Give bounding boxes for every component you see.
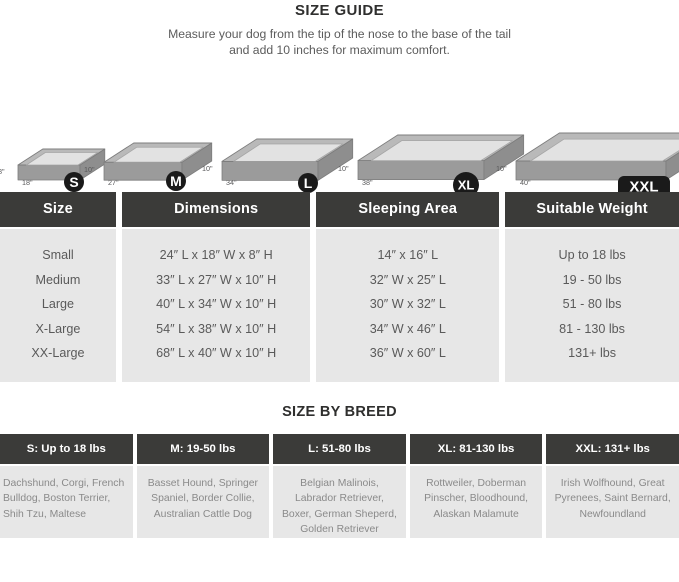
- svg-text:M: M: [170, 173, 182, 189]
- column-header-suitable-weight: Suitable Weight: [505, 192, 679, 227]
- table-cell-size: X-Large: [35, 321, 81, 336]
- subtitle-line-1: Measure your dog from the tip of the nos…: [168, 27, 511, 41]
- table-cell-dimensions: 40″ L x 34″ W x 10″ H: [156, 297, 277, 311]
- breed-column-header-0: S: Up to 18 lbs: [0, 433, 133, 464]
- bed-width-label-m: 27": [108, 178, 119, 187]
- bed-width-label-l: 34": [226, 178, 237, 187]
- breed-column-list-0: Dachshund, Corgi, French Bulldog, Boston…: [0, 465, 133, 538]
- breed-column-list-2: Belgian Malinois, Labrador Retriever, Bo…: [273, 465, 406, 538]
- bed-height-label-m: 10": [84, 164, 95, 174]
- table-cell-dimensions: 24″ L x 18″ W x 8″ H: [159, 248, 273, 262]
- table-cell-sleeping_area: 30″ W x 32″ L: [369, 297, 446, 311]
- svg-text:XL: XL: [458, 178, 475, 193]
- dimensions-column: 24″ L x 18″ W x 8″ H 33″ L x 27″ W x 10″ …: [121, 229, 311, 382]
- bed-illustration-l: L: [221, 138, 357, 193]
- page-title: SIZE GUIDE: [294, 2, 384, 19]
- size-table-body: Small Medium Large X-Large XX-Large 24″ L x …: [0, 229, 679, 382]
- bed-illustration-s: S: [17, 148, 109, 192]
- table-cell-weight: 51 - 80 lbs: [562, 297, 622, 311]
- bed-width-label-s: 18": [22, 178, 33, 187]
- column-header-dimensions: Dimensions: [121, 192, 311, 227]
- bed-illustration-m: M: [103, 142, 216, 191]
- table-cell-dimensions: 33″ L x 27″ W x 10″ H: [156, 272, 277, 287]
- size-table: Size Dimensions Sleeping Area Suitable W…: [0, 192, 679, 382]
- bed-height-label-xl: 10": [338, 163, 349, 173]
- table-cell-size: XX-Large: [31, 346, 85, 360]
- breed-body-row: Dachshund, Corgi, French Bulldog, Boston…: [0, 465, 679, 538]
- column-header-size: Size: [0, 192, 116, 227]
- svg-text:L: L: [304, 175, 313, 191]
- table-cell-weight: 19 - 50 lbs: [562, 272, 622, 287]
- breed-column-list-1: Basset Hound, Springer Spaniel, Border C…: [136, 465, 270, 538]
- svg-text:XXL: XXL: [629, 178, 658, 195]
- table-cell-dimensions: 68″ L x 40″ W x 10″ H: [156, 346, 277, 360]
- table-cell-sleeping_area: 34″ W x 46″ L: [369, 321, 446, 336]
- size-table-header-row: Size Dimensions Sleeping Area Suitable W…: [0, 192, 679, 227]
- table-cell-sleeping_area: 14″ x 16″ L: [377, 248, 439, 262]
- page-header: SIZE GUIDE Measure your dog from the tip…: [0, 0, 679, 58]
- bed-height-label-l: 10": [202, 163, 213, 173]
- table-cell-dimensions: 54″ L x 38″ W x 10″ H: [156, 321, 277, 336]
- breed-column-header-2: L: 51-80 lbs: [273, 433, 406, 464]
- breed-column-header-1: M: 19-50 lbs: [136, 433, 270, 464]
- bed-width-label-xxl: 40": [520, 178, 531, 187]
- breed-column-list-4: Irish Wolfhound, Great Pyrenees, Saint B…: [546, 465, 679, 538]
- table-cell-size: Small: [42, 248, 74, 262]
- table-cell-size: Medium: [35, 272, 81, 287]
- table-cell-sleeping_area: 32″ W x 25″ L: [369, 272, 446, 287]
- table-cell-size: Large: [41, 297, 75, 311]
- bed-height-label-xxl: 10": [496, 163, 507, 173]
- bed-illustration-xxl: XXL: [515, 132, 679, 199]
- size-column: Small Medium Large X-Large XX-Large: [0, 229, 116, 382]
- breed-column-header-4: XXL: 131+ lbs: [546, 433, 679, 464]
- breed-column-list-3: Rottweiler, Doberman Pinscher, Bloodhoun…: [409, 465, 543, 538]
- table-cell-weight: 131+ lbs: [568, 346, 617, 360]
- suitable-weight-column: Up to 18 lbs 19 - 50 lbs 51 - 80 lbs 81 - 1…: [505, 229, 679, 382]
- bed-illustration-row: 8"18"24" S 10"27"33" M 10"34"40" L 10": [0, 66, 679, 199]
- svg-text:S: S: [69, 174, 78, 190]
- bed-height-label-s: 8": [0, 167, 5, 177]
- table-cell-sleeping_area: 36″ W x 60″ L: [369, 346, 446, 360]
- table-cell-weight: 81 - 130 lbs: [559, 321, 625, 336]
- breed-column-header-3: XL: 81-130 lbs: [409, 433, 543, 464]
- bed-illustration-xl: XL: [357, 134, 528, 199]
- subtitle-line-2: and add 10 inches for maximum comfort.: [229, 43, 450, 57]
- table-cell-weight: Up to 18 lbs: [558, 248, 626, 262]
- column-header-sleeping-area: Sleeping Area: [316, 192, 500, 227]
- page-subtitle: Measure your dog from the tip of the nos…: [0, 26, 679, 58]
- size-by-breed-title: SIZE BY BREED: [282, 403, 397, 420]
- sleeping-area-column: 14″ x 16″ L 32″ W x 25″ L 30″ W x 32″ L 34″…: [316, 229, 500, 382]
- breed-header-row: S: Up to 18 lbs M: 19-50 lbs L: 51-80 lbs X…: [0, 433, 679, 464]
- bed-width-label-xl: 38": [362, 178, 373, 187]
